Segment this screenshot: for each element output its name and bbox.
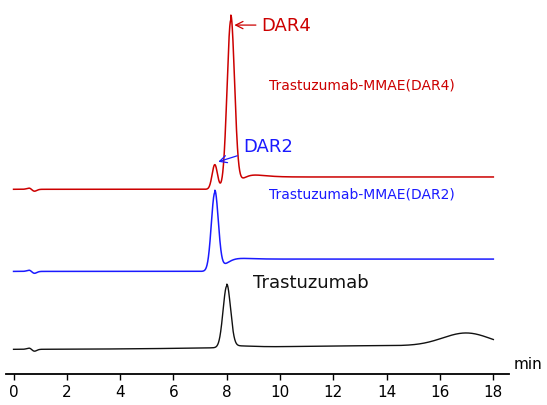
- Text: min: min: [513, 356, 542, 371]
- Text: Trastuzumab: Trastuzumab: [253, 273, 369, 291]
- Text: DAR4: DAR4: [236, 17, 311, 35]
- Text: Trastuzumab-MMAE(DAR2): Trastuzumab-MMAE(DAR2): [270, 187, 455, 201]
- Text: DAR2: DAR2: [219, 138, 293, 163]
- Text: Trastuzumab-MMAE(DAR4): Trastuzumab-MMAE(DAR4): [270, 79, 455, 92]
